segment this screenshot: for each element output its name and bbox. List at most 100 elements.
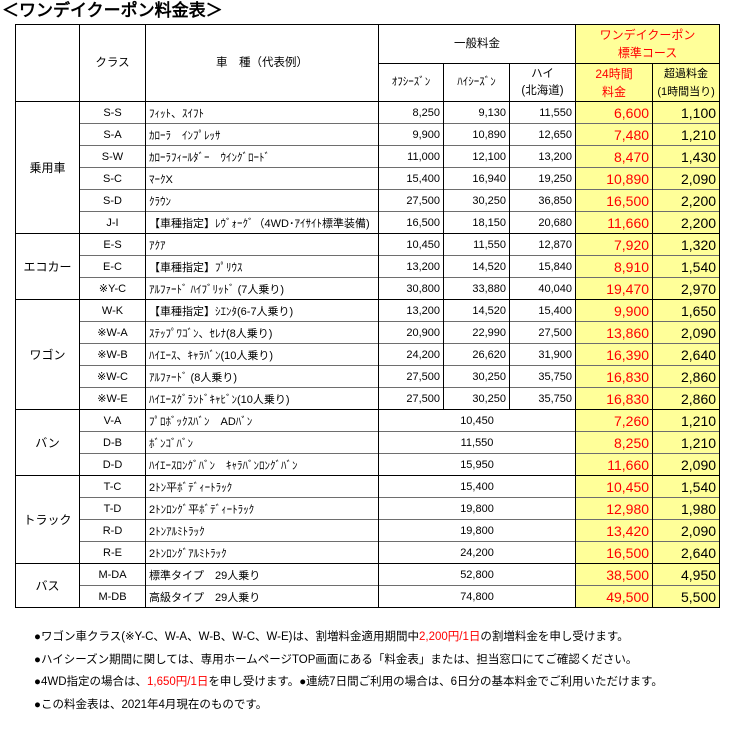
high-hokkaido-price-cell: 31,900: [508, 343, 577, 366]
excess-hourly-price-cell: 2,090: [652, 167, 721, 190]
car-model-cell: 2ﾄﾝｱﾙﾐﾄﾗｯｸ: [145, 519, 379, 542]
general-price-cell: 10,450: [377, 409, 577, 432]
coupon-header-line1: ワンデイクーポン: [599, 28, 696, 42]
class-code-cell: ※W-E: [79, 387, 146, 410]
excess-hourly-price-cell: 1,320: [652, 233, 721, 256]
general-rate-header: 一般料金: [377, 24, 577, 64]
off-season-price-cell: 11,000: [378, 145, 444, 168]
high-hokkaido-price-cell: 19,250: [508, 167, 577, 190]
coupon-24h-price-cell: 8,250: [575, 431, 654, 454]
footnote: ●4WD指定の場合は、1,650円/1日を申し受けます。●連続7日間ご利用の場合…: [34, 671, 663, 694]
table-row: S-A ｶﾛｰﾗ ｲﾝﾌﾟﾚｯｻ 9,900 10,890 12,650 7,480 1,2…: [16, 123, 721, 146]
coupon-24h-price-cell: 16,830: [575, 365, 654, 388]
footnote-text: の割増料金を申し受けます。: [480, 631, 629, 643]
highlighted-fee-text: 2,200円/1日: [418, 631, 481, 643]
high-season-price-cell: 30,250: [443, 387, 510, 410]
rate-24h-header: 24時間 料金: [575, 63, 654, 102]
coupon-24h-price-cell: 16,390: [575, 343, 654, 366]
coupon-24h-price-cell: 7,260: [575, 409, 654, 432]
rate-table-body: 乗用車 S-S ﾌｨｯﾄ、ｽｲﾌﾄ 8,250 9,130 11,550 6,600 1,10…: [15, 101, 721, 608]
off-season-price-cell: 9,900: [378, 123, 444, 146]
excess-hourly-price-cell: 2,640: [652, 541, 721, 564]
coupon-24h-price-cell: 8,470: [575, 145, 654, 168]
coupon-24h-price-cell: 12,980: [575, 497, 654, 520]
coupon-24h-price-cell: 49,500: [575, 585, 654, 608]
category-header: [15, 24, 80, 102]
high-hokkaido-price-cell: 40,040: [508, 277, 577, 300]
table-row: S-D ｸﾗｳﾝ 27,500 30,250 36,850 16,500 2,200: [16, 189, 721, 212]
car-model-cell: ﾌｨｯﾄ、ｽｲﾌﾄ: [145, 101, 379, 124]
excess-hourly-price-cell: 1,210: [652, 431, 721, 454]
high-season-price-cell: 12,100: [443, 145, 510, 168]
high-season-price-cell: 16,940: [443, 167, 510, 190]
rate-24h-line1: 24時間: [595, 66, 633, 81]
coupon-header-line2: 標準コース: [617, 46, 678, 60]
header-row: クラス 車 種（代表例） 一般料金 ワンデイクーポン 標準コース: [15, 24, 721, 102]
general-price-cell: 15,950: [377, 453, 577, 476]
car-model-header: 車 種（代表例）: [145, 24, 379, 102]
general-price-cell: 11,550: [377, 431, 577, 454]
footnotes: ●ワゴン車クラス(※Y-C、W-A、W-B、W-C、W-E)は、割増料金適用期間…: [34, 626, 663, 717]
class-code-cell: S-W: [79, 145, 146, 168]
car-model-cell: ﾊｲｴｰｽ、ｷｬﾗﾊﾞﾝ(10人乗り): [145, 343, 379, 366]
high-season-price-cell: 9,130: [443, 101, 510, 124]
class-code-cell: T-C: [79, 475, 146, 498]
footnote: ●この料金表は、2021年4月現在のものです。: [34, 694, 663, 717]
excess-hourly-price-cell: 2,860: [652, 387, 721, 410]
coupon-24h-price-cell: 19,470: [575, 277, 654, 300]
table-row: R-D 2ﾄﾝｱﾙﾐﾄﾗｯｸ 19,800 13,420 2,090: [16, 519, 721, 542]
class-code-cell: D-B: [79, 431, 146, 454]
class-header: クラス: [79, 24, 146, 102]
excess-hourly-price-cell: 1,540: [652, 475, 721, 498]
high-hokkaido-price-cell: 15,840: [508, 255, 577, 278]
coupon-24h-price-cell: 11,660: [575, 211, 654, 234]
high-season-price-cell: 30,250: [443, 189, 510, 212]
table-row: ※W-C ｱﾙﾌｧｰﾄﾞ (8人乗り) 27,500 30,250 35,750 16,8…: [16, 365, 721, 388]
car-model-cell: 2ﾄﾝﾛﾝｸﾞ平ﾎﾞﾃﾞｨｰﾄﾗｯｸ: [145, 497, 379, 520]
coupon-24h-price-cell: 7,480: [575, 123, 654, 146]
table-row: ワゴン W-K 【車種指定】ｼｴﾝﾀ(6-7人乗り) 13,200 14,520 15,4…: [15, 299, 721, 410]
footnote-text: ●ワゴン車クラス(※Y-C、W-A、W-B、W-C、W-E)は、割増料金適用期間…: [34, 631, 419, 643]
car-model-cell: 【車種指定】ﾚｳﾞｫｰｸﾞ（4WD･ｱｲｻｲﾄ標準装備): [145, 211, 379, 234]
coupon-24h-price-cell: 11,660: [575, 453, 654, 476]
category-cell: バン: [15, 409, 80, 476]
class-code-cell: W-K: [79, 299, 146, 322]
car-model-cell: ﾎﾞﾝｺﾞﾊﾞﾝ: [145, 431, 379, 454]
high-hokkaido-price-cell: 12,870: [508, 233, 577, 256]
category-cell: トラック: [15, 475, 80, 564]
off-season-price-cell: 15,400: [378, 167, 444, 190]
coupon-24h-price-cell: 7,920: [575, 233, 654, 256]
table-row: トラック T-C 2ﾄﾝ平ﾎﾞﾃﾞｨｰﾄﾗｯｸ 15,400 10,450 1,540: [15, 475, 721, 564]
car-model-cell: ｸﾗｳﾝ: [145, 189, 379, 212]
table-row: M-DB 高級タイプ 29人乗り 74,800 49,500 5,500: [16, 585, 721, 608]
class-code-cell: R-D: [79, 519, 146, 542]
coupon-24h-price-cell: 13,420: [575, 519, 654, 542]
footnote-text: を申し受けます。●連続7日間ご利用の場合は、6日分の基本料金でご利用いただけます…: [208, 676, 663, 689]
off-season-price-cell: 13,200: [378, 255, 444, 278]
off-season-price-cell: 20,900: [378, 321, 444, 344]
off-season-price-cell: 24,200: [378, 343, 444, 366]
class-code-cell: V-A: [79, 409, 146, 432]
table-row: 乗用車 S-S ﾌｨｯﾄ、ｽｲﾌﾄ 8,250 9,130 11,550 6,600 1,10…: [15, 101, 721, 234]
page-title: ＜ワンデイクーポン料金表＞: [2, 1, 223, 20]
class-code-cell: J-I: [79, 211, 146, 234]
class-code-cell: ※Y-C: [79, 277, 146, 300]
high-season-price-cell: 30,250: [443, 365, 510, 388]
class-code-cell: S-S: [79, 101, 146, 124]
high-hokkaido-line2: (北海道): [521, 84, 564, 97]
table-row: E-C 【車種指定】ﾌﾟﾘｳｽ 13,200 14,520 15,840 8,910 1,5…: [16, 255, 721, 278]
high-hokkaido-price-cell: 27,500: [508, 321, 577, 344]
table-row: J-I 【車種指定】ﾚｳﾞｫｰｸﾞ（4WD･ｱｲｻｲﾄ標準装備) 16,500 18,…: [16, 211, 721, 234]
excess-rate-line1: 超過料金: [664, 67, 709, 80]
category-cell: エコカー: [15, 233, 80, 300]
off-season-price-cell: 10,450: [378, 233, 444, 256]
excess-hourly-price-cell: 1,430: [652, 145, 721, 168]
high-season-price-cell: 14,520: [443, 299, 510, 322]
excess-hourly-price-cell: 2,090: [652, 321, 721, 344]
table-row: T-D 2ﾄﾝﾛﾝｸﾞ平ﾎﾞﾃﾞｨｰﾄﾗｯｸ 19,800 12,980 1,980: [16, 497, 721, 520]
coupon-24h-price-cell: 16,500: [575, 189, 654, 212]
car-model-cell: ﾊｲｴｰｽﾛﾝｸﾞﾊﾞﾝ ｷｬﾗﾊﾞﾝﾛﾝｸﾞﾊﾞﾝ: [145, 453, 379, 476]
table-row: S-W ｶﾛｰﾗﾌｨｰﾙﾀﾞｰ ｳｲﾝｸﾞﾛｰﾄﾞ 11,000 12,100 13,2…: [16, 145, 721, 168]
class-code-cell: S-D: [79, 189, 146, 212]
coupon-24h-price-cell: 13,860: [575, 321, 654, 344]
